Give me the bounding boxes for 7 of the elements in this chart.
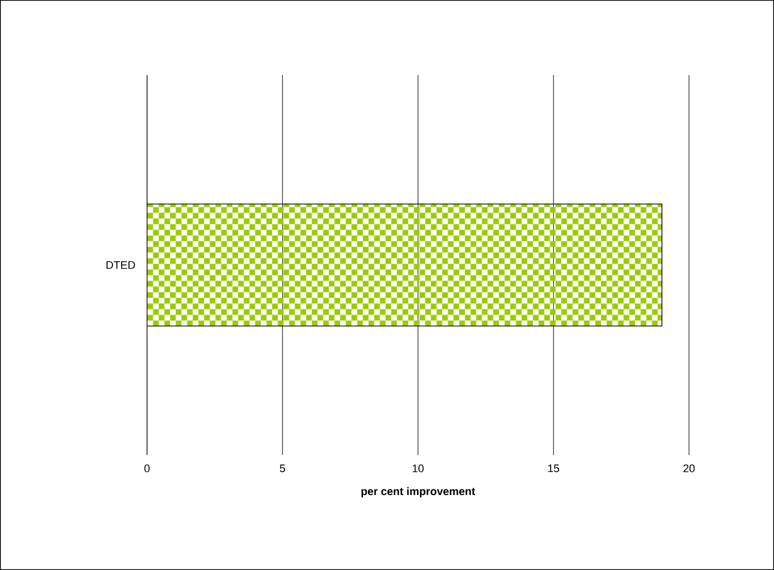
x-tick-label: 20	[683, 464, 695, 472]
x-tick-label: 10	[412, 464, 424, 472]
x-tick-label: 15	[548, 464, 560, 472]
x-axis-title: per cent improvement	[361, 487, 476, 498]
x-tick-label: 0	[144, 464, 150, 472]
y-tick-label: DTED	[106, 261, 135, 269]
x-tick-label: 5	[280, 464, 286, 472]
